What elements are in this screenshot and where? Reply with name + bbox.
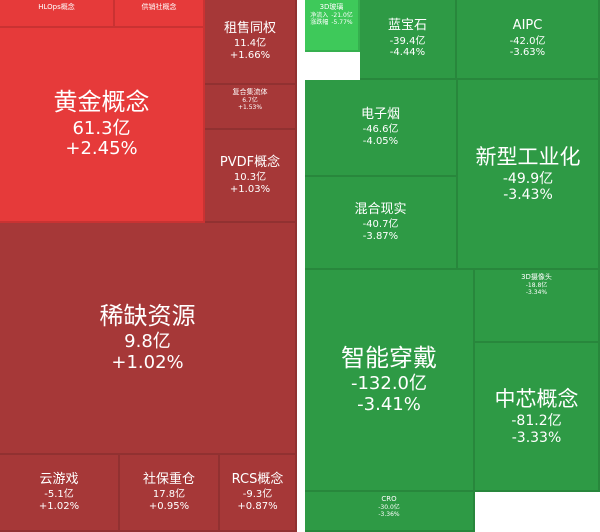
tile-name: 云游戏	[39, 471, 79, 487]
treemap-tile-供销社概念[interactable]: 供销社概念	[115, 0, 205, 28]
treemap-tile-电子烟[interactable]: 电子烟 -46.6亿 -4.05%	[305, 80, 458, 177]
tile-name: AIPC	[512, 18, 543, 34]
tile-net-inflow: 6.7亿	[242, 97, 258, 105]
tile-change: -4.44%	[389, 47, 426, 59]
tile-change: -5.77%	[331, 18, 353, 26]
treemap-tile-3d玻璃[interactable]: 3D玻璃 净流入 -21.0亿 涨跌幅 -5.77%	[305, 0, 360, 52]
tile-net-inflow: -81.2亿	[511, 413, 562, 430]
tile-name: RCS概念	[231, 471, 284, 487]
tile-net-inflow: 9.8亿	[124, 331, 171, 353]
treemap-tile-社保重仓[interactable]: 社保重仓 17.8亿 +0.95%	[120, 455, 220, 532]
tile-net-inflow: -5.1亿	[44, 489, 74, 501]
tile-net-inflow: -18.8亿	[525, 282, 548, 290]
tile-name: 供销社概念	[141, 3, 177, 11]
tile-name: 3D摄像头	[521, 273, 552, 281]
tile-change: +2.45%	[65, 138, 138, 160]
tile-net-inflow: -132.0亿	[350, 373, 428, 395]
treemap-tile-稀缺资源[interactable]: 稀缺资源 9.8亿 +1.02%	[0, 223, 297, 455]
tile-name: 中芯概念	[494, 387, 579, 412]
tile-net-inflow: 17.8亿	[152, 489, 186, 501]
treemap-tile-pvdf概念[interactable]: PVDF概念 10.3亿 +1.03%	[205, 130, 297, 223]
tile-net-inflow-label: 净流入	[310, 12, 329, 20]
tile-change: +1.02%	[38, 500, 80, 512]
treemap-tile-rcs概念[interactable]: RCS概念 -9.3亿 +0.87%	[220, 455, 297, 532]
tile-name: 社保重仓	[142, 471, 195, 487]
treemap-tile-cro[interactable]: CRO -30.0亿 -3.36%	[305, 492, 475, 532]
treemap-tile-3d摄像头[interactable]: 3D摄像头 -18.8亿 -3.34%	[475, 270, 600, 343]
tile-name: PVDF概念	[219, 154, 281, 170]
treemap-tile-中芯概念[interactable]: 中芯概念 -81.2亿 -3.33%	[475, 343, 600, 492]
tile-net-inflow: -39.4亿	[389, 35, 426, 47]
tile-net-inflow: -49.9亿	[502, 170, 554, 187]
treemap-tile-混合现实[interactable]: 混合现实 -40.7亿 -3.87%	[305, 177, 458, 270]
tile-net-inflow-row: 净流入 -21.0亿	[310, 12, 353, 20]
tile-change-row: 涨跌幅 -5.77%	[310, 18, 353, 27]
tile-name: 稀缺资源	[99, 301, 196, 330]
tile-net-inflow: -40.7亿	[362, 219, 399, 231]
tile-net-inflow: -9.3亿	[242, 489, 273, 501]
treemap-tile-云游戏[interactable]: 云游戏 -5.1亿 +1.02%	[0, 455, 120, 532]
tile-change: -3.33%	[511, 429, 562, 446]
tile-change-label: 涨跌幅	[310, 18, 329, 26]
tile-change: +0.87%	[237, 500, 278, 512]
tile-name: 智能穿戴	[341, 343, 437, 372]
treemap-tile-黄金概念[interactable]: 黄金概念 61.3亿 +2.45%	[0, 28, 205, 223]
treemap-tile-复合集流体[interactable]: 复合集流体 6.7亿 +1.53%	[205, 85, 297, 130]
tile-net-inflow: 11.4亿	[233, 38, 267, 50]
tile-name: 蓝宝石	[387, 18, 427, 34]
tile-name: 黄金概念	[53, 88, 150, 117]
tile-name: HLOps概念	[38, 3, 75, 11]
tile-change: -3.87%	[362, 230, 399, 242]
treemap-tile-蓝宝石[interactable]: 蓝宝石 -39.4亿 -4.44%	[360, 0, 457, 80]
treemap-tile-智能穿戴[interactable]: 智能穿戴 -132.0亿 -3.41%	[305, 270, 475, 492]
tile-net-inflow: -46.6亿	[362, 124, 399, 136]
tile-name: 3D玻璃	[319, 3, 344, 11]
tile-name: 租售同权	[223, 20, 276, 36]
tile-name: 复合集流体	[232, 88, 268, 96]
tile-name: 新型工业化	[475, 144, 581, 169]
tile-change: -3.41%	[357, 393, 421, 415]
tile-net-inflow: -42.0亿	[509, 35, 546, 47]
tile-change: -3.43%	[503, 187, 553, 204]
treemap-tile-hlops概念[interactable]: HLOps概念	[0, 0, 115, 28]
tile-net-inflow: -21.0亿	[331, 12, 353, 20]
treemap-tile-租售同权[interactable]: 租售同权 11.4亿 +1.66%	[205, 0, 297, 85]
tile-name: 电子烟	[360, 106, 400, 122]
tile-change: -3.36%	[378, 510, 400, 518]
tile-change: +1.03%	[229, 183, 271, 195]
tile-change: -3.34%	[525, 288, 548, 296]
panel-divider	[297, 0, 305, 532]
tile-change: +1.53%	[237, 103, 263, 111]
treemap-tile-新型工业化[interactable]: 新型工业化 -49.9亿 -3.43%	[458, 80, 600, 270]
tile-name: CRO	[381, 495, 397, 503]
tile-net-inflow: -30.0亿	[378, 504, 400, 512]
treemap-tile-aipc[interactable]: AIPC -42.0亿 -3.63%	[457, 0, 600, 80]
tile-net-inflow: 61.3亿	[72, 117, 131, 139]
tile-change: +1.02%	[111, 351, 184, 373]
tile-change: +0.95%	[148, 500, 190, 512]
tile-change: +1.66%	[229, 49, 271, 61]
tile-name: 混合现实	[354, 201, 407, 217]
tile-change: -4.05%	[362, 135, 399, 147]
tile-net-inflow: 10.3亿	[233, 172, 267, 184]
tile-change: -3.63%	[509, 47, 546, 59]
